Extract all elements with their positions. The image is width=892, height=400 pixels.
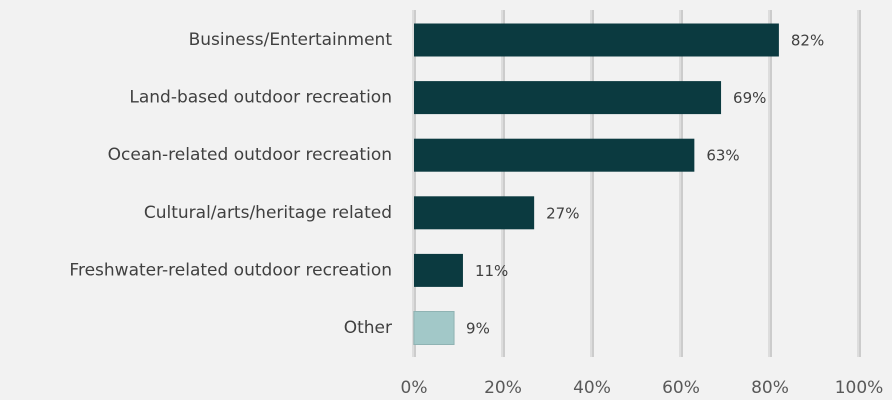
x-tick-label: 100%	[835, 378, 884, 398]
y-tick-label: Business/Entertainment	[189, 30, 393, 50]
x-tick-label: 60%	[662, 378, 700, 398]
bar	[413, 311, 455, 345]
bar	[414, 253, 463, 287]
data-label: 82%	[791, 32, 824, 50]
y-tick-label: Other	[344, 318, 392, 338]
y-tick-label: Freshwater-related outdoor recreation	[69, 260, 392, 280]
data-label: 27%	[546, 204, 579, 222]
data-label: 9%	[466, 320, 490, 338]
y-tick-label: Cultural/arts/heritage related	[144, 203, 392, 223]
data-label: 63%	[706, 147, 739, 165]
y-tick-label: Land-based outdoor recreation	[129, 88, 392, 108]
data-label: 69%	[733, 89, 766, 107]
x-tick-label: 40%	[573, 378, 611, 398]
x-tick-label: 0%	[401, 378, 428, 398]
y-tick-label: Ocean-related outdoor recreation	[108, 145, 392, 165]
bar	[414, 23, 779, 57]
x-tick-label: 80%	[751, 378, 789, 398]
x-tick-label: 20%	[484, 378, 522, 398]
bar	[414, 81, 722, 115]
bar	[414, 138, 695, 172]
data-label: 11%	[475, 262, 508, 280]
bar	[414, 196, 535, 230]
